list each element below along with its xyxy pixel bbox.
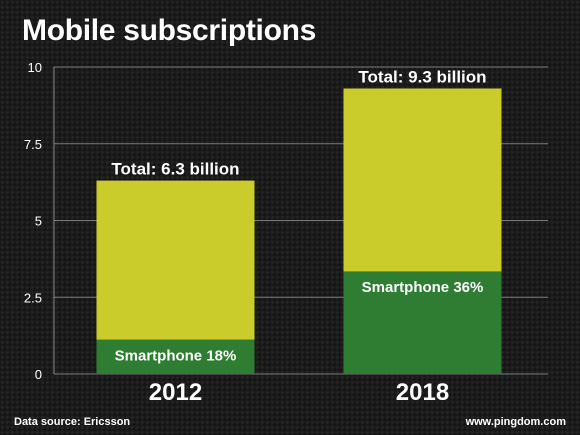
total-label: Total: 9.3 billion (358, 67, 486, 86)
bar-segment-smartphone (343, 271, 502, 374)
labels: 0 2.5 5 7.5 10 Smartphone 18% Total: 6.3 billi… (24, 60, 487, 406)
site-url: www.pingdom.com (465, 416, 567, 428)
total-label: Total: 6.3 billion (111, 160, 239, 179)
data-source: Data source: Ericsson (14, 416, 130, 428)
y-tick-label: 5 (35, 214, 42, 229)
x-category-label: 2012 (149, 379, 202, 406)
chart-title: Mobile subscriptions (22, 14, 316, 47)
y-tick-label: 10 (28, 60, 42, 75)
y-tick-label: 7.5 (24, 137, 42, 152)
bar-segment-other (96, 180, 255, 340)
y-tick-label: 2.5 (24, 290, 42, 305)
bar-segment-smartphone (96, 339, 255, 374)
segment-label: Smartphone 18% (115, 347, 237, 364)
y-tick-label: 0 (35, 367, 42, 382)
bars (96, 88, 502, 374)
x-category-label: 2018 (396, 379, 449, 406)
bar-segment-other (343, 88, 502, 272)
segment-label: Smartphone 36% (362, 279, 484, 296)
